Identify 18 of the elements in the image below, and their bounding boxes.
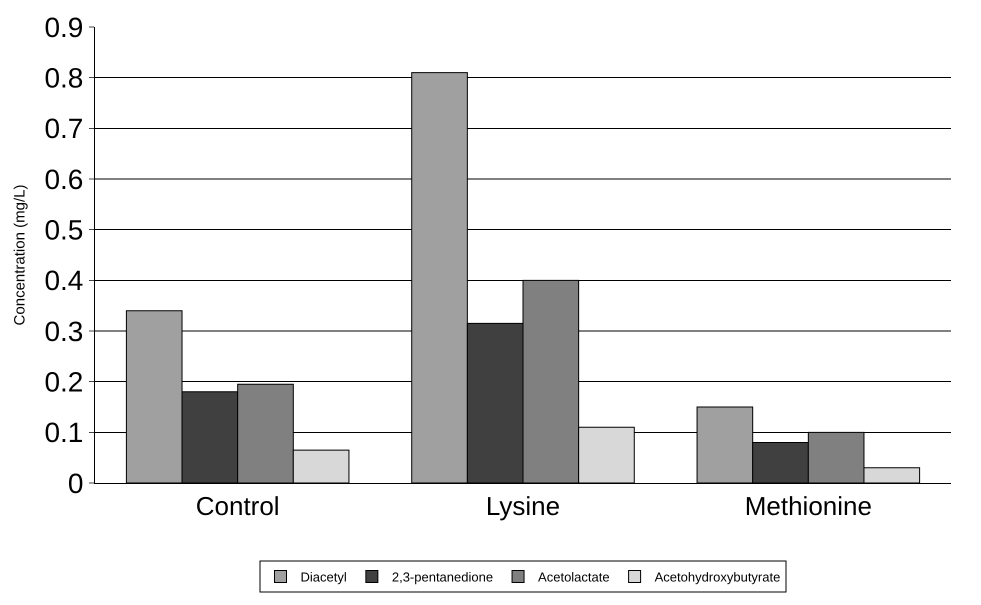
- y-tick-label: 0.2: [44, 366, 84, 398]
- legend-label: Acetolactate: [538, 570, 610, 585]
- x-tick-label: Control: [196, 491, 280, 522]
- y-axis-title: Concentration (mg/L): [12, 184, 29, 326]
- legend-label: Diacetyl: [300, 570, 347, 585]
- x-tick-label: Methionine: [744, 491, 872, 522]
- y-tick-label: 0.6: [44, 164, 84, 195]
- y-tick-label: 0.4: [44, 265, 84, 296]
- y-tick-label: 0.8: [44, 62, 84, 94]
- legend-label: Acetohydroxybutyrate: [654, 570, 780, 585]
- x-tick-label: Lysine: [486, 491, 560, 522]
- legend-label: 2,3-pentanedione: [392, 570, 494, 585]
- y-tick-label: 0: [68, 468, 84, 499]
- y-tick-label: 0.5: [44, 214, 84, 246]
- y-tick-label: 0.7: [44, 113, 84, 144]
- y-tick-label: 0.1: [44, 417, 84, 448]
- y-tick-label: 0.9: [44, 12, 84, 43]
- y-tick-label: 0.3: [44, 316, 84, 347]
